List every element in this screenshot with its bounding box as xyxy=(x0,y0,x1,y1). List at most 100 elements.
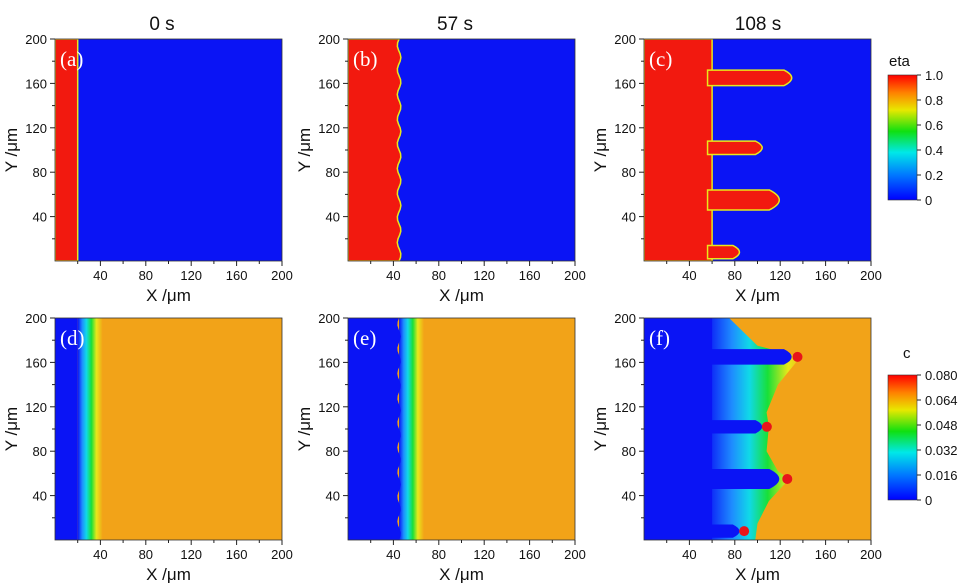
c-diffusion-front xyxy=(77,318,103,540)
y-tick-label: 160 xyxy=(318,76,340,91)
eta-finger-0 xyxy=(706,69,793,87)
c-finger-1 xyxy=(707,420,763,434)
eta-matrix xyxy=(55,39,282,261)
x-axis-label: X /μm xyxy=(735,286,780,305)
y-axis-label: Y /μm xyxy=(295,407,314,451)
x-tick-label: 160 xyxy=(815,268,837,283)
panel-f: (f) 40 80 120 160 200 40 80 120 160 200 X /μm Y /μm xyxy=(591,311,882,584)
y-tick-label: 200 xyxy=(318,32,340,47)
panels: (a) 40 80 120 160 200 40 80 120 160 200 X /μm Y /μm (… xyxy=(2,32,882,584)
y-tick-label: 40 xyxy=(33,210,47,225)
c-finger-2 xyxy=(707,468,780,489)
panel-e: (e) 40 80 120 160 200 40 80 120 160 200 X /μm Y /μm xyxy=(295,311,586,584)
panel-a: (a) 40 80 120 160 200 40 80 120 160 200 X /μm Y /μm xyxy=(2,32,293,305)
x-tick-label: 200 xyxy=(860,268,882,283)
panel-d: (d) 40 80 120 160 200 40 80 120 160 200 X /μm Y /μm xyxy=(2,311,293,584)
c-finger-0 xyxy=(707,349,792,365)
y-tick-label: 200 xyxy=(614,311,636,326)
y-tick-label: 200 xyxy=(614,32,636,47)
colorbar-tick-label: 1.0 xyxy=(925,68,943,83)
x-tick-label: 120 xyxy=(769,268,791,283)
x-tick-label: 160 xyxy=(519,547,541,562)
y-axis-label: Y /μm xyxy=(591,128,610,172)
x-tick-label: 80 xyxy=(728,547,742,562)
colorbar-tick-label: 0.6 xyxy=(925,118,943,133)
x-tick-label: 40 xyxy=(93,268,107,283)
y-tick-label: 120 xyxy=(614,121,636,136)
c-depleted-region xyxy=(348,318,401,540)
y-tick-label: 120 xyxy=(25,400,47,415)
x-tick-label: 160 xyxy=(815,547,837,562)
column-title-0: 0 s xyxy=(149,14,174,35)
eta-phase-region xyxy=(348,39,402,261)
y-axis-label: Y /μm xyxy=(2,407,21,451)
y-tick-label: 80 xyxy=(33,444,47,459)
c-tip-2 xyxy=(782,473,793,484)
x-tick-label: 120 xyxy=(180,547,202,562)
x-tick-label: 200 xyxy=(860,547,882,562)
x-tick-label: 80 xyxy=(728,268,742,283)
panel-label: (b) xyxy=(353,47,378,71)
colorbar-tick-label: 0.8 xyxy=(925,93,943,108)
colorbar-tick-label: 0.080 xyxy=(925,368,958,383)
y-tick-label: 40 xyxy=(622,489,636,504)
x-axis-label: X /μm xyxy=(146,286,191,305)
panel-b: (b) 40 80 120 160 200 40 80 120 160 200 X /μm Y /μm xyxy=(295,32,586,305)
x-tick-label: 120 xyxy=(769,547,791,562)
eta-phase-region xyxy=(644,39,713,261)
column-title-1: 57 s xyxy=(437,14,473,35)
x-tick-label: 80 xyxy=(432,547,446,562)
y-axis-label: Y /μm xyxy=(295,128,314,172)
y-tick-label: 200 xyxy=(25,311,47,326)
colorbar-tick-label: 0.032 xyxy=(925,443,958,458)
y-axis-label: Y /μm xyxy=(591,407,610,451)
c-diffusion-front xyxy=(399,318,425,540)
c-depleted-region xyxy=(55,318,78,540)
x-tick-label: 40 xyxy=(386,268,400,283)
x-tick-label: 40 xyxy=(682,547,696,562)
x-tick-label: 200 xyxy=(271,268,293,283)
x-tick-label: 80 xyxy=(139,268,153,283)
c-tip-0 xyxy=(792,351,803,362)
x-axis-label: X /μm xyxy=(439,286,484,305)
panel-label: (c) xyxy=(649,47,672,71)
colorbar-title-eta: eta xyxy=(889,53,911,70)
x-tick-label: 40 xyxy=(682,268,696,283)
colorbar-tick-label: 0 xyxy=(925,193,932,208)
panel-label: (a) xyxy=(60,47,83,71)
y-tick-label: 120 xyxy=(318,121,340,136)
y-tick-label: 200 xyxy=(25,32,47,47)
c-finger-3 xyxy=(707,524,740,538)
colorbar-tick-label: 0.016 xyxy=(925,468,958,483)
x-tick-label: 160 xyxy=(519,268,541,283)
y-tick-label: 200 xyxy=(318,311,340,326)
x-axis-label: X /μm xyxy=(735,565,780,584)
colorbar-title-c: c xyxy=(903,345,911,362)
y-tick-label: 160 xyxy=(25,76,47,91)
x-tick-label: 120 xyxy=(473,547,495,562)
x-tick-label: 200 xyxy=(271,547,293,562)
y-tick-label: 80 xyxy=(622,444,636,459)
x-tick-label: 200 xyxy=(564,268,586,283)
c-tip-3 xyxy=(739,526,750,537)
y-tick-label: 160 xyxy=(25,355,47,370)
x-tick-label: 200 xyxy=(564,547,586,562)
column-title-2: 108 s xyxy=(735,14,781,35)
y-tick-label: 80 xyxy=(33,165,47,180)
x-tick-label: 80 xyxy=(139,547,153,562)
y-tick-label: 120 xyxy=(25,121,47,136)
x-axis-label: X /μm xyxy=(146,565,191,584)
colorbar-tick-label: 0 xyxy=(925,493,932,508)
y-tick-label: 80 xyxy=(326,444,340,459)
colorbar-tick-label: 0.4 xyxy=(925,143,943,158)
x-tick-label: 80 xyxy=(432,268,446,283)
y-tick-label: 40 xyxy=(33,489,47,504)
y-tick-label: 120 xyxy=(614,400,636,415)
colorbar-c xyxy=(887,374,918,501)
y-tick-label: 80 xyxy=(622,165,636,180)
eta-finger-2 xyxy=(706,189,781,211)
panel-label: (e) xyxy=(353,326,376,350)
colorbar-tick-label: 0.2 xyxy=(925,168,943,183)
eta-phase-region xyxy=(55,39,79,261)
